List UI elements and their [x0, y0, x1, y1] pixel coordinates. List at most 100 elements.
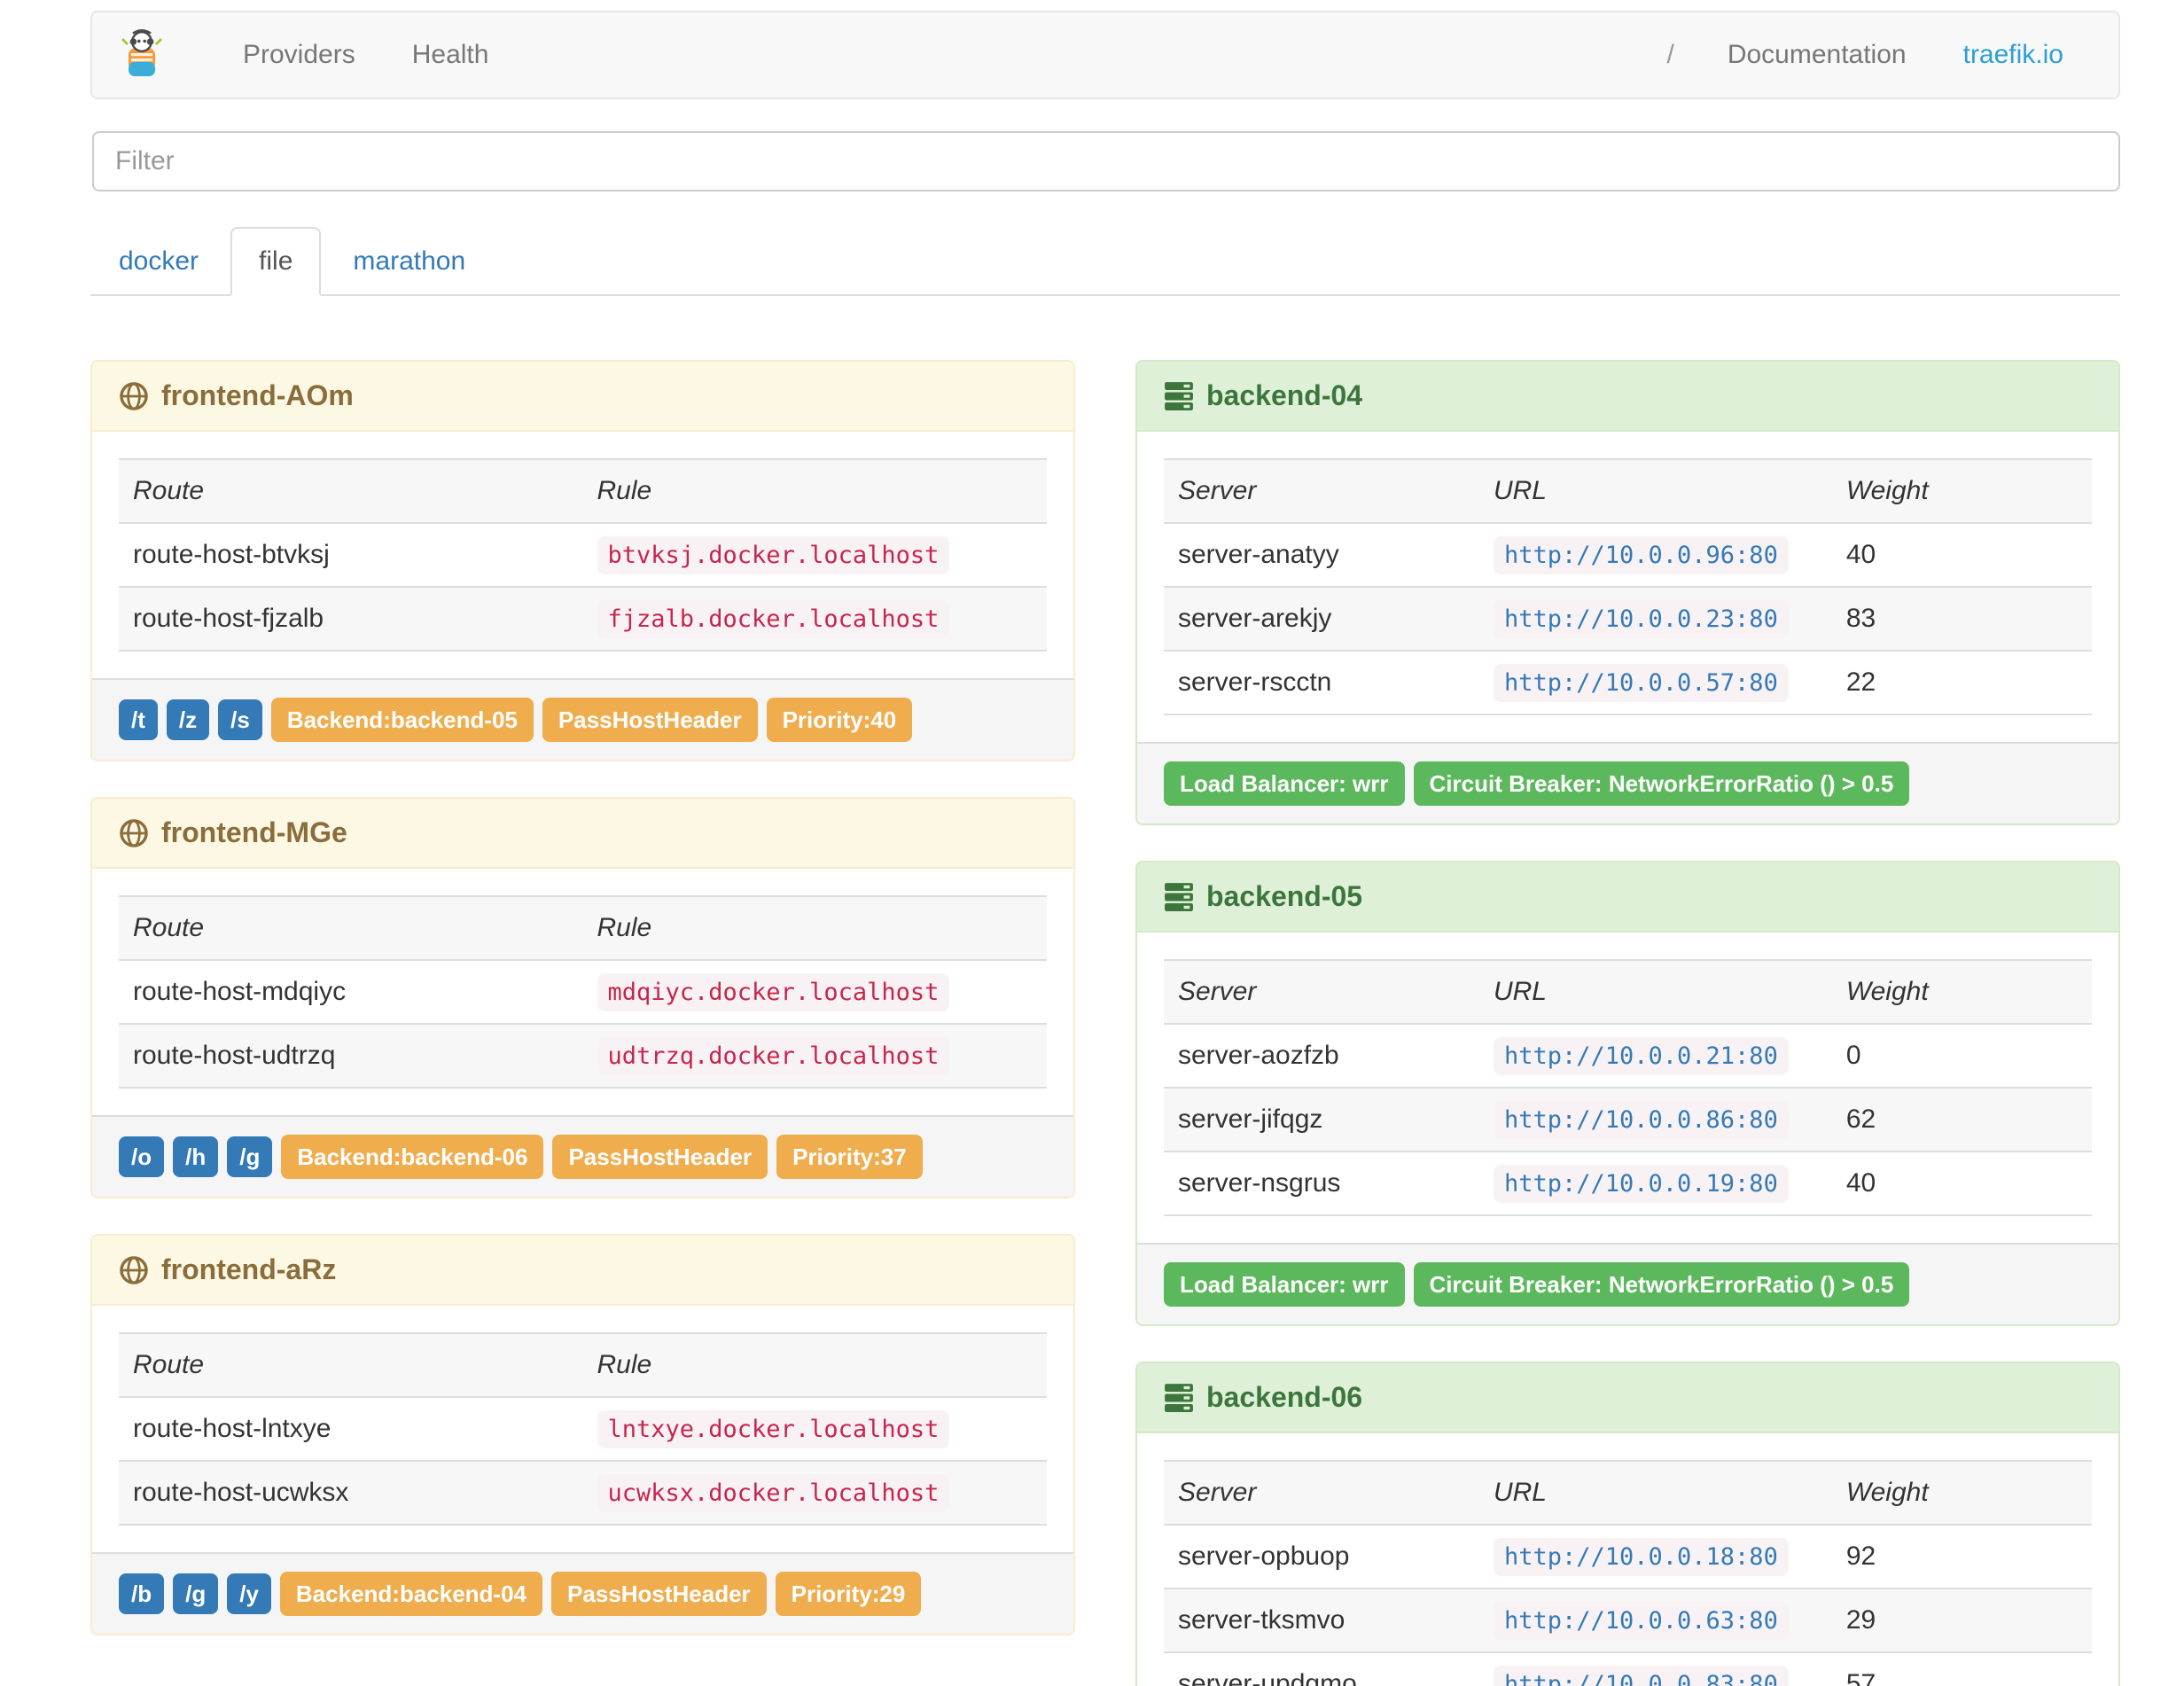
nav-traefik-io-link[interactable]: traefik.io [1962, 40, 2063, 69]
routes-table: Route Rule route-host-mdqiyc mdqiyc.docker.… [119, 895, 1047, 1089]
backend-title: backend-06 [1206, 1381, 1363, 1413]
tab-docker: docker [90, 227, 227, 296]
server-rack-icon [1164, 1383, 1194, 1413]
backend-card: backend-05 Server URL Weight server-aozfzb ht… [1135, 861, 2120, 1326]
server-url-link[interactable]: http://10.0.0.19:80 [1503, 1170, 1778, 1198]
column-header-url: URL [1478, 960, 1832, 1025]
backend-card-footer: Load Balancer: wrr Circuit Breaker: Netwo… [1137, 1243, 2118, 1324]
routes-table-header-row: Route Rule [119, 1333, 1047, 1398]
server-name: server-arekjy [1178, 604, 1332, 633]
routes-table-header-row: Route Rule [119, 896, 1047, 961]
entrypoint-badge: /b [119, 1573, 165, 1614]
frontend-detail-badge: Priority:37 [776, 1135, 923, 1179]
frontend-detail-badge: PassHostHeader [552, 1135, 768, 1179]
frontend-detail-badge: PassHostHeader [551, 1572, 767, 1616]
routes-table: Route Rule route-host-lntxye lntxye.docker.… [119, 1332, 1047, 1526]
route-rule-code: lntxye.docker.localhost [597, 1410, 950, 1448]
route-name: route-host-fjzalb [133, 604, 324, 633]
frontend-card-footer: /b/g/y Backend:backend-04 PassHostHeader Pr… [92, 1552, 1073, 1634]
server-row: server-updqmo http://10.0.0.83:80 57 [1164, 1652, 2092, 1686]
column-header-url: URL [1478, 1461, 1832, 1526]
server-url-code: http://10.0.0.63:80 [1493, 1602, 1789, 1640]
traefik-logo-icon[interactable] [119, 28, 165, 82]
server-url-link[interactable]: http://10.0.0.96:80 [1503, 542, 1778, 569]
server-row: server-jifqgz http://10.0.0.86:80 62 [1164, 1088, 2092, 1151]
backend-card-header: backend-06 [1137, 1363, 2118, 1433]
route-name: route-host-ucwksx [133, 1478, 349, 1507]
frontend-title: frontend-MGe [161, 816, 347, 848]
routes-table: Route Rule route-host-btvksj btvksj.docker.… [119, 458, 1047, 652]
nav-health[interactable]: Health [411, 40, 489, 69]
route-rule-code: mdqiyc.docker.localhost [597, 973, 950, 1011]
route-name: route-host-udtrzq [133, 1041, 336, 1070]
server-url-link[interactable]: http://10.0.0.83:80 [1503, 1671, 1778, 1686]
frontend-card-body: Route Rule route-host-mdqiyc mdqiyc.docker.… [92, 869, 1073, 1115]
servers-table-header-row: Server URL Weight [1164, 1461, 2092, 1526]
server-url-code: http://10.0.0.86:80 [1493, 1101, 1789, 1139]
server-url-code: http://10.0.0.83:80 [1493, 1666, 1789, 1686]
entrypoint-badge: /y [227, 1573, 271, 1614]
globe-icon [119, 381, 149, 411]
server-url-link[interactable]: http://10.0.0.86:80 [1503, 1106, 1778, 1134]
servers-table: Server URL Weight server-opbuop http://10.0.… [1164, 1460, 2092, 1686]
server-name: server-jifqgz [1178, 1104, 1323, 1134]
route-row: route-host-ucwksx ucwksx.docker.localhost [119, 1461, 1047, 1525]
server-url-cell: http://10.0.0.83:80 [1479, 1652, 1832, 1686]
route-rule-code: ucwksx.docker.localhost [597, 1474, 950, 1512]
entrypoint-badge: /s [218, 699, 262, 740]
nav-documentation[interactable]: Documentation [1727, 40, 1907, 69]
server-url-link[interactable]: http://10.0.0.21:80 [1503, 1042, 1778, 1070]
provider-tabs: docker file marathon [90, 227, 2120, 296]
frontend-detail-badge: Backend:backend-05 [270, 698, 534, 742]
backend-card-header: backend-05 [1137, 863, 2118, 933]
frontend-card-body: Route Rule route-host-btvksj btvksj.docker.… [92, 432, 1073, 678]
server-url-cell: http://10.0.0.21:80 [1479, 1024, 1832, 1088]
column-header-weight: Weight [1831, 459, 2092, 524]
frontend-card-header: frontend-aRz [92, 1236, 1073, 1306]
backend-title: backend-05 [1206, 880, 1363, 912]
server-url-code: http://10.0.0.57:80 [1493, 664, 1789, 702]
server-url-link[interactable]: http://10.0.0.57:80 [1503, 669, 1778, 697]
backend-card-body: Server URL Weight server-aozfzb http://10.0.… [1137, 933, 2118, 1243]
backend-detail-badge: Circuit Breaker: NetworkErrorRatio () > … [1413, 1262, 1910, 1307]
server-row: server-opbuop http://10.0.0.18:80 92 [1164, 1525, 2092, 1588]
servers-table-header-row: Server URL Weight [1164, 459, 2092, 524]
frontend-title: frontend-AOm [161, 379, 354, 411]
frontends-column: frontend-AOm Route Rule route-host-btvksj bt… [90, 360, 1075, 1671]
entrypoint-badge: /z [166, 699, 210, 740]
entrypoint-badge: /g [173, 1573, 219, 1614]
server-url-link[interactable]: http://10.0.0.18:80 [1503, 1543, 1778, 1571]
server-url-cell: http://10.0.0.57:80 [1479, 651, 1832, 714]
server-url-code: http://10.0.0.23:80 [1493, 600, 1789, 638]
route-row: route-host-udtrzq udtrzq.docker.localhost [119, 1024, 1047, 1088]
frontend-card: frontend-AOm Route Rule route-host-btvksj bt… [90, 360, 1075, 761]
tab-file-link[interactable]: file [230, 227, 322, 296]
route-rule-cell: btvksj.docker.localhost [583, 523, 1048, 587]
server-name: server-rscctn [1178, 667, 1332, 697]
frontend-card-header: frontend-MGe [92, 799, 1073, 869]
backend-card: backend-04 Server URL Weight server-anatyy ht… [1135, 360, 2120, 825]
column-header-url: URL [1478, 459, 1832, 524]
server-rack-icon [1164, 882, 1194, 912]
server-url-cell: http://10.0.0.86:80 [1479, 1088, 1832, 1151]
server-name: server-nsgrus [1178, 1168, 1341, 1198]
navbar-right: / Documentation traefik.io [1642, 40, 2092, 70]
route-rule-cell: mdqiyc.docker.localhost [583, 960, 1048, 1024]
route-rule-code: fjzalb.docker.localhost [597, 600, 950, 638]
nav-providers[interactable]: Providers [243, 40, 355, 69]
backend-detail-badge: Load Balancer: wrr [1164, 1262, 1405, 1307]
server-rack-icon [1164, 381, 1194, 411]
backend-card-body: Server URL Weight server-opbuop http://10.0.… [1137, 1433, 2118, 1686]
filter-input[interactable] [92, 131, 2120, 191]
column-header-server: Server [1164, 1461, 1479, 1526]
server-row: server-arekjy http://10.0.0.23:80 83 [1164, 587, 2092, 651]
servers-table: Server URL Weight server-anatyy http://10.0.… [1164, 458, 2092, 715]
tab-docker-link[interactable]: docker [119, 246, 199, 276]
column-header-route: Route [119, 459, 583, 524]
server-url-link[interactable]: http://10.0.0.63:80 [1503, 1607, 1778, 1635]
backend-detail-badge: Circuit Breaker: NetworkErrorRatio () > … [1413, 761, 1910, 806]
route-rule-code: btvksj.docker.localhost [597, 536, 950, 574]
route-name: route-host-lntxye [133, 1414, 332, 1443]
tab-marathon-link[interactable]: marathon [353, 246, 466, 276]
server-url-link[interactable]: http://10.0.0.23:80 [1503, 605, 1778, 633]
